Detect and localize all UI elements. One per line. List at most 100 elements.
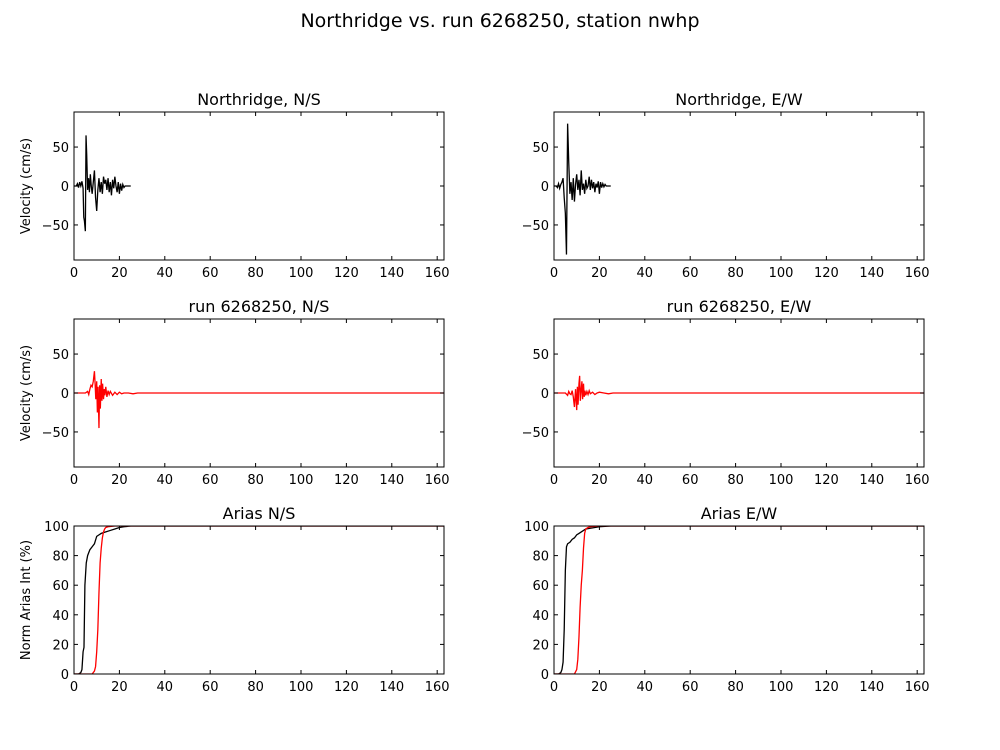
y-tick-label: 0 <box>61 668 69 683</box>
series-line-2 <box>74 526 444 674</box>
y-tick-label: 60 <box>52 579 69 594</box>
x-tick-label: 20 <box>111 680 128 695</box>
x-tick-label: 20 <box>591 266 608 281</box>
y-axis-label: Velocity (cm/s) <box>19 345 34 441</box>
x-tick-label: 40 <box>637 266 654 281</box>
x-tick-label: 120 <box>814 680 839 695</box>
x-tick-label: 120 <box>814 266 839 281</box>
x-tick-label: 160 <box>905 266 930 281</box>
y-axis-label: Norm Arias Int (%) <box>19 540 34 660</box>
subplot-3: 0 20 40 60 80 100 120 140 160 −50 0 50 run 6268250, … <box>19 297 450 488</box>
y-tick-label: 0 <box>541 180 549 195</box>
x-tick-label: 140 <box>379 266 404 281</box>
x-tick-label: 120 <box>334 266 359 281</box>
subplot-title: Arias N/S <box>223 504 296 523</box>
x-tick-label: 20 <box>591 680 608 695</box>
series-line-1 <box>74 526 444 674</box>
x-tick-label: 80 <box>247 266 264 281</box>
subplot-5: 0 20 40 60 80 100 120 140 160 0 20 40 60 80 100 Arias N… <box>19 504 450 695</box>
x-tick-label: 140 <box>859 473 884 488</box>
x-tick-label: 40 <box>637 680 654 695</box>
series-line-1 <box>74 135 131 232</box>
figure-title: Northridge vs. run 6268250, station nwhp <box>300 10 700 32</box>
y-tick-label: −50 <box>522 426 549 441</box>
x-tick-label: 160 <box>425 266 450 281</box>
y-tick-label: 40 <box>52 609 69 624</box>
x-tick-label: 80 <box>247 680 264 695</box>
x-tick-label: 0 <box>550 266 558 281</box>
x-tick-label: 100 <box>769 473 794 488</box>
subplot-title: Northridge, E/W <box>675 90 803 109</box>
x-tick-label: 140 <box>859 266 884 281</box>
axes-frame <box>553 525 925 675</box>
x-tick-label: 140 <box>379 473 404 488</box>
y-tick-label: 80 <box>532 550 549 565</box>
x-tick-label: 0 <box>70 266 78 281</box>
series-line-2 <box>554 526 924 674</box>
y-tick-label: 100 <box>44 520 69 535</box>
y-tick-label: 50 <box>532 141 549 156</box>
y-tick-label: −50 <box>522 219 549 234</box>
x-tick-label: 60 <box>202 473 219 488</box>
subplot-title: Northridge, N/S <box>197 90 321 109</box>
axes-frame <box>73 525 445 675</box>
subplot-2: 0 20 40 60 80 100 120 140 160 −50 0 50 Northridge, E… <box>522 90 930 281</box>
x-tick-label: 40 <box>157 266 174 281</box>
x-tick-label: 40 <box>157 680 174 695</box>
y-tick-label: 0 <box>541 668 549 683</box>
y-tick-label: 50 <box>52 348 69 363</box>
x-tick-label: 60 <box>682 266 699 281</box>
x-tick-label: 80 <box>247 473 264 488</box>
y-tick-label: 20 <box>532 638 549 653</box>
y-tick-label: 50 <box>532 348 549 363</box>
subplot-1: 0 20 40 60 80 100 120 140 160 −50 0 50 Northridge, N… <box>19 90 450 281</box>
y-tick-label: 40 <box>532 609 549 624</box>
x-tick-label: 120 <box>334 680 359 695</box>
y-tick-label: 60 <box>532 579 549 594</box>
series-line-1 <box>554 123 611 255</box>
series-line-1 <box>554 375 924 411</box>
subplot-6: 0 20 40 60 80 100 120 140 160 0 20 40 60 80 100 Arias E… <box>524 504 929 695</box>
subplot-4: 0 20 40 60 80 100 120 140 160 −50 0 50 run 6268250, … <box>522 297 930 488</box>
x-tick-label: 160 <box>905 680 930 695</box>
x-tick-label: 60 <box>682 473 699 488</box>
x-tick-label: 0 <box>550 473 558 488</box>
x-tick-label: 0 <box>70 473 78 488</box>
x-tick-label: 80 <box>727 680 744 695</box>
x-tick-label: 140 <box>379 680 404 695</box>
x-tick-label: 100 <box>769 266 794 281</box>
x-tick-label: 160 <box>425 473 450 488</box>
x-tick-label: 20 <box>591 473 608 488</box>
y-tick-label: 0 <box>61 387 69 402</box>
y-tick-label: 20 <box>52 638 69 653</box>
subplot-title: run 6268250, N/S <box>189 297 330 316</box>
x-tick-label: 160 <box>905 473 930 488</box>
x-tick-label: 40 <box>637 473 654 488</box>
subplot-title: run 6268250, E/W <box>667 297 812 316</box>
y-tick-label: −50 <box>42 426 69 441</box>
series-line-1 <box>74 371 444 429</box>
x-tick-label: 120 <box>814 473 839 488</box>
x-tick-label: 100 <box>289 473 314 488</box>
subplot-title: Arias E/W <box>701 504 778 523</box>
x-tick-label: 40 <box>157 473 174 488</box>
x-tick-label: 20 <box>111 266 128 281</box>
x-tick-label: 100 <box>289 266 314 281</box>
y-tick-label: 0 <box>541 387 549 402</box>
y-tick-label: 100 <box>524 520 549 535</box>
y-axis-label: Velocity (cm/s) <box>19 138 34 234</box>
y-tick-label: 80 <box>52 550 69 565</box>
x-tick-label: 100 <box>769 680 794 695</box>
x-tick-label: 20 <box>111 473 128 488</box>
x-tick-label: 60 <box>202 680 219 695</box>
x-tick-label: 160 <box>425 680 450 695</box>
x-tick-label: 140 <box>859 680 884 695</box>
series-line-1 <box>554 526 924 674</box>
y-tick-label: −50 <box>42 219 69 234</box>
x-tick-label: 80 <box>727 473 744 488</box>
x-tick-label: 60 <box>682 680 699 695</box>
y-tick-label: 50 <box>52 141 69 156</box>
x-tick-label: 0 <box>70 680 78 695</box>
